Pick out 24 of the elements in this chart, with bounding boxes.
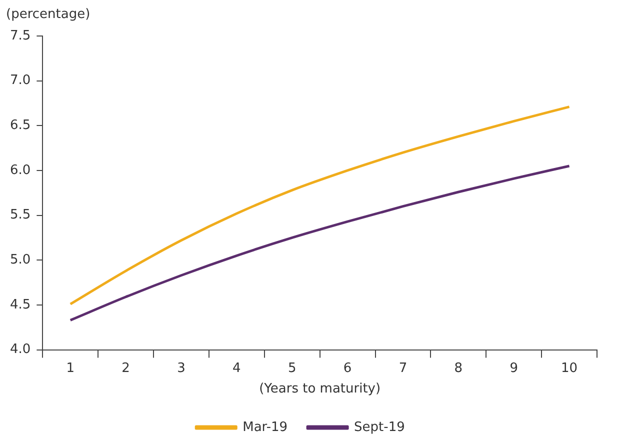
line-series <box>69 164 571 322</box>
x-tick-label: 3 <box>177 360 186 376</box>
x-tick-label: 4 <box>232 360 241 376</box>
x-tick-label: 2 <box>122 360 130 376</box>
y-axis-title: (percentage) <box>6 6 90 22</box>
x-tick-label: 7 <box>398 360 408 376</box>
x-tick-label: 6 <box>343 360 352 376</box>
y-tick-label: 5.0 <box>10 252 31 268</box>
x-tick-label: 5 <box>288 360 296 376</box>
y-tick-label: 4.5 <box>10 297 31 312</box>
y-tick-label: 5.5 <box>10 208 31 223</box>
y-tick-label: 6.5 <box>10 118 31 134</box>
x-tick-label: 9 <box>510 360 518 376</box>
line-series <box>69 106 571 306</box>
y-tick-label: 7.5 <box>10 28 31 44</box>
legend-label: Sept-19 <box>354 420 405 435</box>
y-tick-label: 6.0 <box>10 162 31 178</box>
legend-label: Mar-19 <box>242 420 288 435</box>
x-axis-title: (Years to maturity) <box>259 382 381 397</box>
y-tick-label: 4.0 <box>10 342 31 358</box>
x-tick-label: 10 <box>561 360 578 376</box>
x-tick-label: 8 <box>454 360 463 376</box>
x-tick-label: 1 <box>66 360 75 376</box>
y-tick-label: 7.0 <box>10 73 31 88</box>
